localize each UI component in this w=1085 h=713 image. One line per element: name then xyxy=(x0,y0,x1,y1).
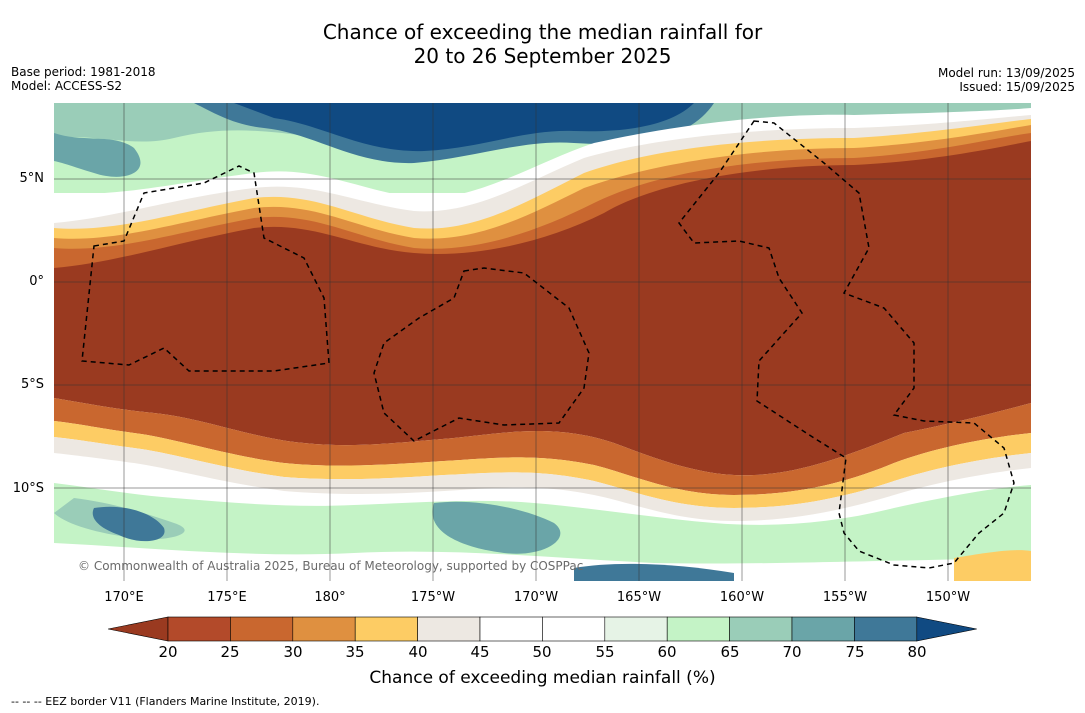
gridlines xyxy=(54,103,1031,581)
lon-label-170w: 170°W xyxy=(513,590,559,605)
issued-date: Issued: 15/09/2025 xyxy=(959,80,1075,94)
lat-label-5n: 5°N xyxy=(19,171,45,186)
colorbar-segment xyxy=(354,616,418,642)
colorbar-segment xyxy=(729,616,793,642)
lat-label-5s: 5°S xyxy=(20,377,44,392)
copyright-text: © Commonwealth of Australia 2025, Bureau… xyxy=(78,559,584,573)
lat-label-0: 0° xyxy=(29,274,44,289)
colorbar-tick-80: 80 xyxy=(907,643,927,661)
lon-label-155w: 155°W xyxy=(822,590,868,605)
colorbar-segment xyxy=(791,616,855,642)
colorbar-tick-50: 50 xyxy=(532,643,552,661)
base-period: Base period: 1981-2018 xyxy=(11,65,156,79)
colorbar-tick-25: 25 xyxy=(220,643,240,661)
colorbar-segment xyxy=(542,616,606,642)
colorbar-tick-40: 40 xyxy=(408,643,428,661)
colorbar-segment xyxy=(666,616,730,642)
colorbar-tick-60: 60 xyxy=(657,643,677,661)
northwest-teal-patch xyxy=(54,133,141,177)
eez-borders xyxy=(81,120,1015,569)
colorbar-segment xyxy=(167,616,231,642)
lon-label-175e: 175°E xyxy=(207,590,247,605)
lon-label-160w: 160°W xyxy=(719,590,765,605)
model-run: Model run: 13/09/2025 xyxy=(937,66,1075,80)
north-deep-blue-area xyxy=(234,103,694,152)
colorbar-segment xyxy=(854,616,918,642)
rainfall-map xyxy=(54,103,1031,581)
chart-title: Chance of exceeding the median rainfall … xyxy=(0,20,1085,68)
colorbar-extend-high xyxy=(916,616,977,642)
meta-right: Model run: 13/09/2025 Issued: 15/09/2025 xyxy=(938,66,1075,94)
colorbar-tick-45: 45 xyxy=(470,643,490,661)
colorbar-tick-35: 35 xyxy=(345,643,365,661)
colorbar xyxy=(108,616,977,642)
colorbar-segment xyxy=(417,616,481,642)
colorbar-label: Chance of exceeding median rainfall (%) xyxy=(369,668,716,688)
southeast-yellow-patch xyxy=(954,550,1031,581)
south-darkorange-band xyxy=(54,398,1031,495)
lat-label-10s: 10°S xyxy=(12,481,44,496)
lon-label-170e: 170°E xyxy=(104,590,144,605)
map-svg xyxy=(54,103,1031,581)
lon-label-180: 180° xyxy=(314,590,346,605)
title-line-1: Chance of exceeding the median rainfall … xyxy=(322,20,763,44)
dry-band-core xyxy=(54,141,1031,476)
lon-label-165w: 165°W xyxy=(616,590,662,605)
southwest-blue-patch xyxy=(92,506,165,542)
colorbar-extend-low xyxy=(108,616,169,642)
colorbar-segment xyxy=(230,616,294,642)
south-white-edge xyxy=(54,543,1031,581)
colorbar-tick-70: 70 xyxy=(782,643,802,661)
lon-label-175w: 175°W xyxy=(410,590,456,605)
south-yellow-band xyxy=(54,421,1031,508)
colorbar-segment xyxy=(604,616,668,642)
south-neutral-band xyxy=(54,437,1031,521)
colorbar-tick-55: 55 xyxy=(595,643,615,661)
model-name: Model: ACCESS-S2 xyxy=(11,79,123,93)
colorbar-tick-30: 30 xyxy=(283,643,303,661)
colorbar-tick-65: 65 xyxy=(720,643,740,661)
colorbar-segment xyxy=(479,616,543,642)
colorbar-tick-20: 20 xyxy=(158,643,178,661)
colorbar-segment xyxy=(292,616,356,642)
lon-label-150w: 150°W xyxy=(925,590,971,605)
colorbar-tick-75: 75 xyxy=(845,643,865,661)
south-blue-edge xyxy=(574,563,734,581)
title-line-2: 20 to 26 September 2025 xyxy=(413,44,672,68)
eez-footnote: -- -- -- EEZ border V11 (Flanders Marine… xyxy=(11,695,320,708)
south-teal-patch xyxy=(432,501,561,554)
meta-left: Base period: 1981-2018 Model: ACCESS-S2 xyxy=(11,65,156,93)
